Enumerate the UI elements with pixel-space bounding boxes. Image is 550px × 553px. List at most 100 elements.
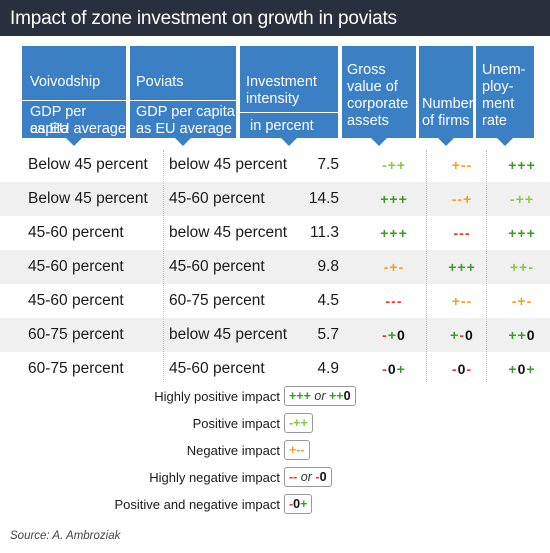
impact-symbol: -++ bbox=[289, 416, 308, 430]
header-firms-line2: of firms bbox=[422, 113, 470, 129]
investment-cell: 4.9 bbox=[317, 360, 339, 377]
header-unemployment: Unem- ploy- ment rate bbox=[476, 46, 534, 146]
gross-impact-cell: -+0 bbox=[364, 318, 424, 352]
unemp-impact-cell: ++- bbox=[494, 250, 550, 284]
impact-symbol: -- bbox=[289, 470, 298, 484]
impact-symbol: - bbox=[289, 497, 294, 511]
impact-symbol: +++ bbox=[448, 259, 476, 275]
legend-label: Highly negative impact bbox=[149, 470, 280, 485]
impact-symbol: +++ bbox=[508, 157, 536, 173]
header-poviats-line2: as EU average bbox=[136, 121, 232, 137]
legend-symbol-box: -- or -0 bbox=[284, 467, 332, 487]
unemp-impact-cell: +0+ bbox=[494, 352, 550, 386]
legend-label: Negative impact bbox=[186, 443, 280, 458]
header-voivodship: Voivodship GDP per capita as EU average bbox=[22, 46, 126, 146]
poviats-cell: below 45 percent bbox=[169, 156, 288, 173]
header-investment-title2: intensity bbox=[246, 91, 300, 107]
header-unemp-line4: rate bbox=[482, 113, 507, 129]
impact-symbol: - bbox=[466, 361, 473, 377]
header-arrow bbox=[175, 138, 191, 146]
impact-symbol: +-- bbox=[451, 293, 473, 309]
impact-symbol: + bbox=[450, 327, 460, 343]
firms-impact-cell: +-0 bbox=[437, 318, 487, 352]
legend-item: Highly negative impact -- or -0 bbox=[0, 467, 550, 489]
legend-item: Negative impact +-- bbox=[0, 440, 550, 462]
impact-symbol: ++ bbox=[328, 389, 344, 403]
impact-symbol: + bbox=[300, 497, 308, 511]
legend-symbol-box: +++ or ++0 bbox=[284, 386, 356, 406]
impact-symbol: --+ bbox=[451, 191, 473, 207]
voivodship-cell: 45-60 percent bbox=[28, 224, 124, 241]
impact-symbol: ++ bbox=[508, 327, 527, 343]
impact-symbol: - bbox=[315, 470, 320, 484]
investment-cell: 5.7 bbox=[317, 326, 339, 343]
header-gross-line4: assets bbox=[347, 113, 389, 129]
investment-cell: 4.5 bbox=[317, 292, 339, 309]
impact-symbol: +++ bbox=[289, 389, 311, 403]
header-poviats: Poviats GDP per capita as EU average bbox=[130, 46, 236, 146]
table-row: 45-60 percent 60-75 percent 4.5 --- +-- -+- bbox=[0, 284, 550, 318]
impact-symbol: +++ bbox=[380, 191, 408, 207]
poviats-cell: 45-60 percent bbox=[169, 258, 265, 275]
header-arrow bbox=[371, 138, 387, 146]
impact-symbol: - bbox=[459, 327, 466, 343]
header-arrow bbox=[281, 138, 297, 146]
impact-symbol: 0 bbox=[397, 327, 406, 343]
header-investment-sub: in percent bbox=[240, 112, 338, 138]
voivodship-cell: Below 45 percent bbox=[28, 190, 148, 207]
impact-symbol: +++ bbox=[508, 225, 536, 241]
gross-impact-cell: --- bbox=[364, 284, 424, 318]
impact-symbol: 0 bbox=[517, 361, 527, 377]
header-investment-title: Investment bbox=[246, 74, 317, 90]
header-voivodship-title: Voivodship bbox=[30, 74, 101, 90]
impact-symbol: - bbox=[451, 361, 458, 377]
header-number-firms: Number of firms bbox=[419, 46, 474, 146]
investment-cell: 11.3 bbox=[309, 224, 339, 241]
table-row: 45-60 percent below 45 percent 11.3 +++ --- +… bbox=[0, 216, 550, 250]
header-investment-unit: in percent bbox=[250, 118, 314, 134]
impact-symbol: ++ bbox=[387, 157, 407, 173]
unemp-impact-cell: -++ bbox=[494, 182, 550, 216]
impact-symbol: - bbox=[381, 157, 388, 173]
poviats-cell: 45-60 percent bbox=[169, 190, 265, 207]
impact-symbol: -+- bbox=[383, 259, 405, 275]
firms-impact-cell: +-- bbox=[437, 148, 487, 182]
legend-label: Positive impact bbox=[192, 416, 280, 431]
legend-symbol-box: -++ bbox=[284, 413, 313, 433]
column-divider bbox=[163, 150, 164, 382]
legend-item: Positive and negative impact -0+ bbox=[0, 494, 550, 516]
impact-symbol: 0 bbox=[465, 327, 474, 343]
legend-or-text: or bbox=[297, 470, 316, 484]
header-arrow bbox=[438, 138, 454, 146]
voivodship-cell: 45-60 percent bbox=[28, 258, 124, 275]
legend-label: Positive and negative impact bbox=[114, 497, 280, 512]
impact-symbol: + bbox=[387, 327, 398, 343]
table-row: 60-75 percent below 45 percent 5.7 -+0 +-0 ++… bbox=[0, 318, 550, 352]
firms-impact-cell: --- bbox=[437, 216, 487, 250]
legend-item: Highly positive impact +++ or ++0 bbox=[0, 386, 550, 408]
firms-impact-cell: +++ bbox=[437, 250, 487, 284]
unemp-impact-cell: +++ bbox=[494, 148, 550, 182]
gross-impact-cell: -++ bbox=[364, 148, 424, 182]
header-unemp-line3: ment bbox=[482, 96, 515, 112]
impact-symbol: 0 bbox=[457, 361, 467, 377]
table-row: Below 45 percent 45-60 percent 14.5 +++ --+ -… bbox=[0, 182, 550, 216]
impact-symbol: 0 bbox=[343, 389, 351, 403]
header-gross-line2: value of bbox=[347, 79, 398, 95]
legend-label: Highly positive impact bbox=[154, 389, 280, 404]
impact-symbol: +-- bbox=[289, 443, 305, 457]
header-investment: Investment intensity in percent bbox=[240, 46, 338, 146]
gross-impact-cell: -+- bbox=[364, 250, 424, 284]
header-firms-line1: Number bbox=[422, 96, 474, 112]
legend-or-text: or bbox=[310, 389, 329, 403]
header-arrow bbox=[497, 138, 513, 146]
poviats-cell: 60-75 percent bbox=[169, 292, 265, 309]
header-voivodship-line2: as EU average bbox=[30, 121, 126, 137]
firms-impact-cell: -0- bbox=[437, 352, 487, 386]
impact-symbol: -++ bbox=[509, 191, 534, 207]
column-divider bbox=[426, 150, 427, 382]
header-voivodship-sub: GDP per capita as EU average bbox=[22, 100, 126, 138]
impact-symbol: -- bbox=[460, 157, 473, 173]
header-arrow bbox=[66, 138, 82, 146]
header-unemp-line1: Unem- bbox=[482, 62, 526, 78]
